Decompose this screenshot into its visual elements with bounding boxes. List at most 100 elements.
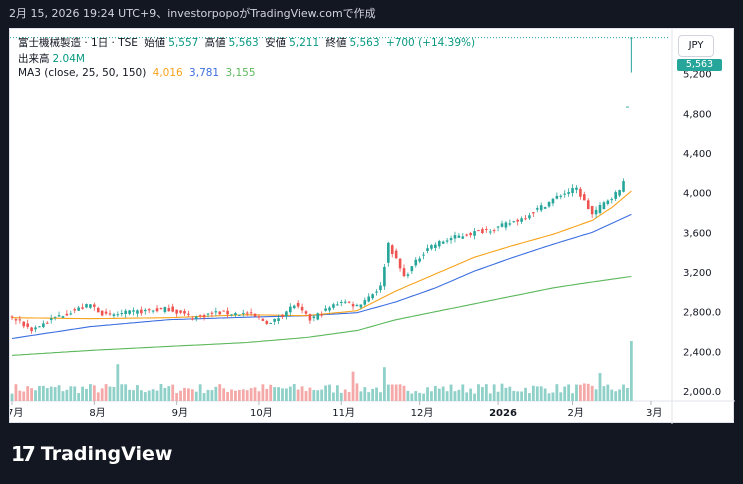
volume-bar [598, 373, 602, 401]
candle-body [34, 327, 37, 330]
candle-body [602, 202, 606, 210]
currency-button[interactable]: JPY [678, 35, 714, 57]
candle-body [516, 219, 519, 222]
candle-body [520, 218, 523, 222]
candle-body [245, 312, 249, 314]
time-tick-label: 3月 [646, 407, 662, 419]
change-value: +700 (+14.39%) [385, 37, 476, 49]
time-tick-label: 11月 [332, 407, 355, 419]
candle-body [614, 192, 617, 199]
volume-bar [547, 393, 551, 401]
candle-body [343, 301, 347, 303]
candle-body [555, 195, 559, 199]
candle-body [359, 304, 363, 308]
volume-bar [269, 384, 273, 401]
ma50-line [11, 213, 632, 340]
volume-bar [183, 387, 186, 401]
chart-panel[interactable]: 5,200 4,800 4,400 4,000 3,600 3,200 2,800.0 2,4… [9, 28, 735, 424]
candle-body [175, 309, 178, 314]
candle-body [422, 254, 425, 256]
volume-bar [69, 386, 73, 401]
volume-bar [300, 386, 304, 401]
volume-bar [136, 385, 139, 401]
volume-bar [116, 364, 120, 401]
high-label: 高値 [204, 37, 226, 49]
volume-bar [312, 390, 316, 401]
volume-bar [288, 386, 292, 401]
price-tick-label: 4,400 [683, 149, 712, 160]
price-tick-label: 2,400.0 [683, 347, 721, 358]
chart-caption: 2月 15, 2026 19:24 UTC+9、investorpopoがTra… [9, 7, 376, 20]
candle-body [363, 300, 367, 305]
candle-body [441, 241, 445, 244]
volume-bar [171, 384, 175, 401]
candle-body [171, 306, 175, 312]
ma50-value: 3,781 [189, 67, 220, 79]
candle-body [328, 307, 331, 311]
volume-bar [504, 387, 508, 401]
time-tick-label: 10月 [250, 407, 273, 419]
volume-bar [535, 386, 539, 401]
volume-bar [539, 386, 543, 401]
candle-body [512, 221, 516, 223]
volume-bar [500, 383, 504, 401]
candle-body [355, 305, 359, 307]
volume-bar [159, 383, 163, 401]
volume-bar [335, 385, 339, 401]
candle-body [398, 258, 402, 269]
volume-bar [155, 390, 159, 401]
candle-body [285, 311, 288, 317]
candle-body [128, 310, 131, 314]
candle-body [191, 318, 194, 320]
volume-bar [551, 392, 555, 401]
volume-bar [559, 392, 563, 401]
candle-body [269, 322, 273, 324]
candle-body [218, 311, 222, 315]
volume-bar [26, 386, 30, 401]
symbol-info[interactable]: 富士機械製造 · 1日 · TSE [18, 37, 138, 49]
candle-body [253, 313, 257, 317]
volume-bar [65, 389, 69, 401]
volume-bar [347, 392, 351, 401]
candle-body [551, 198, 555, 204]
candle-body [524, 218, 527, 220]
candle-body [351, 304, 355, 307]
volume-bar [590, 385, 594, 401]
volume-bar [218, 384, 222, 401]
volume-bar [316, 390, 320, 401]
volume-bar [292, 383, 296, 401]
volume-bar [386, 384, 390, 401]
volume-bar [531, 385, 535, 401]
volume-bar [308, 387, 312, 401]
candle-body [492, 230, 496, 232]
candle-body [112, 314, 116, 316]
volume-bar [437, 388, 441, 401]
price-tick-label: 3,600 [683, 228, 712, 239]
candle-body [500, 223, 504, 227]
candle-body [402, 268, 406, 277]
volume-bar [34, 390, 37, 401]
low-value: 5,211 [289, 37, 320, 49]
volume-bar [38, 385, 41, 401]
volume-bar [481, 387, 484, 401]
candle-body [49, 318, 53, 321]
candle-body [367, 296, 371, 302]
candle-body [594, 209, 598, 215]
candle-body [124, 310, 127, 315]
candle-body [136, 310, 139, 314]
volume-bar [524, 387, 527, 401]
ma-label[interactable]: MA3 (close, 25, 50, 150) [18, 67, 147, 79]
candle-body [120, 313, 124, 315]
volume-bar [343, 389, 347, 401]
candle-body [488, 231, 492, 233]
candle-body [414, 259, 418, 266]
candle-body [257, 316, 261, 318]
volume-bar [175, 393, 179, 401]
volume-bar [100, 388, 104, 401]
price-chart[interactable]: 5,200 4,800 4,400 4,000 3,600 3,200 2,800.0 2,4… [10, 29, 735, 424]
volume-bar [237, 389, 241, 401]
volume-bar [379, 392, 382, 401]
volume-bar [465, 392, 469, 401]
candle-body [10, 316, 14, 318]
candle-body [559, 195, 563, 197]
